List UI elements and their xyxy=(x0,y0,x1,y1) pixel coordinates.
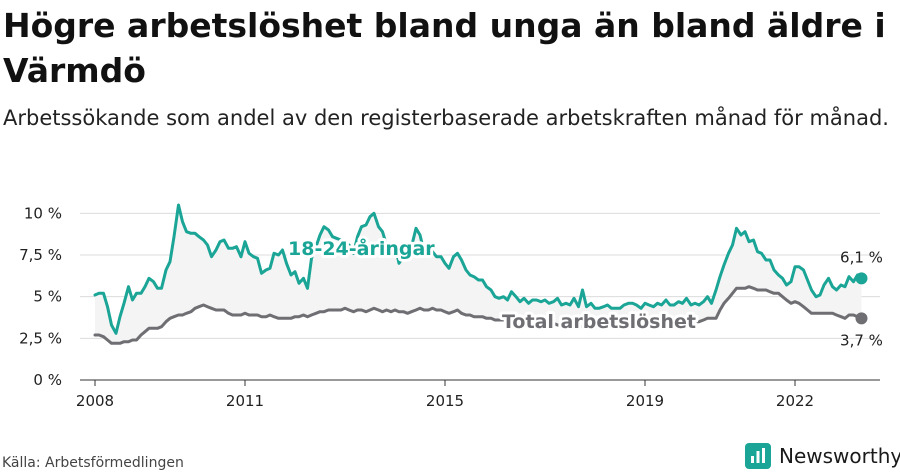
y-tick-label: 10 % xyxy=(24,204,62,222)
x-tick-label: 2008 xyxy=(76,392,114,410)
series-labels: 6,1 %3,7 %18-24-åringar18-24-åringarTota… xyxy=(285,233,883,349)
x-tick-label: 2015 xyxy=(426,392,464,410)
x-tick-label: 2011 xyxy=(226,392,264,410)
y-tick-label: 0 % xyxy=(33,371,62,389)
youth-end-dot xyxy=(855,272,868,285)
total-series-line xyxy=(93,285,863,345)
newsworthy-icon xyxy=(745,443,771,469)
youth-series-label: 18-24-åringar xyxy=(288,236,435,260)
chart-title: Högre arbetslöshet bland unga än bland ä… xyxy=(3,6,886,90)
axis-ticks: 0 % 2,5 % 5 % 7,5 % 10 % 2008 2011 2015 2019 2022 xyxy=(19,204,814,410)
y-tick-label: 5 % xyxy=(33,288,62,306)
gap-band xyxy=(95,205,862,344)
chart-subtitle: Arbetssökande som andel av den registerb… xyxy=(3,106,889,130)
y-tick-label: 2,5 % xyxy=(19,329,62,347)
total-series-label: Total arbetslöshet xyxy=(502,311,696,333)
youth-series-line xyxy=(93,203,863,335)
total-end-dot xyxy=(855,312,868,325)
brand-name: Newsworthy xyxy=(779,444,900,468)
y-tick-label: 7,5 % xyxy=(19,246,62,264)
youth-series-label-halo: 18-24-åringar xyxy=(288,236,435,260)
newsworthy-logo[interactable]: Newsworthy xyxy=(745,443,900,469)
x-tick-label: 2019 xyxy=(626,392,664,410)
x-tick-label: 2022 xyxy=(776,392,814,410)
series-lines xyxy=(93,203,863,345)
youth-end-label: 6,1 % xyxy=(840,248,883,266)
total-end-label: 3,7 % xyxy=(840,331,883,349)
source-note: Källa: Arbetsförmedlingen xyxy=(2,455,184,471)
total-series-label-halo: Total arbetslöshet xyxy=(502,311,696,333)
